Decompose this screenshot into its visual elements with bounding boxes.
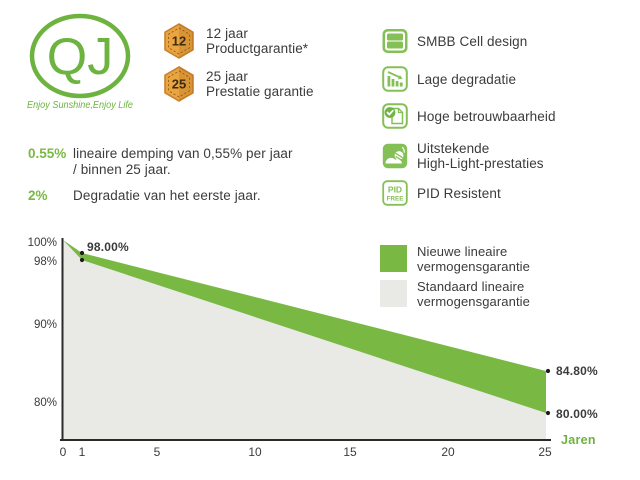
annotation-year25-new: 84.80% <box>556 364 598 378</box>
qj-logo: QJ Enjoy Sunshine,Enjoy Life <box>27 13 133 111</box>
legend-text: Nieuwe lineaire vermogensgarantie <box>417 244 530 274</box>
degradation-chart-icon <box>382 66 408 92</box>
stat-text-line2: / binnen 25 jaar. <box>73 162 171 177</box>
warranty-years: 12 jaar <box>206 25 248 41</box>
pid-free-icon: PID FREE <box>382 180 408 206</box>
feature-label: Uitstekende High-Light-prestaties <box>417 141 544 171</box>
warranty-row-performance: 25 25 jaar Prestatie garantie <box>163 66 314 102</box>
x-axis-label: Jaren <box>561 433 596 447</box>
feature-smbb: SMBB Cell design <box>382 28 527 54</box>
logo-monogram: QJ <box>47 28 113 86</box>
legend-line1: Standaard lineaire <box>417 279 525 294</box>
x-tick-20: 20 <box>441 445 455 459</box>
x-tick-25: 25 <box>538 445 552 459</box>
warranty-text-product: 12 jaar Productgarantie* <box>206 26 308 57</box>
feature-label: SMBB Cell design <box>417 33 528 49</box>
degradation-chart: 100% 98% 90% 80% 0 1 5 10 15 20 25 98.00… <box>20 228 635 478</box>
chart-plot-area <box>60 238 551 441</box>
legend-swatch-gray <box>380 280 407 307</box>
feature-label: PID Resistent <box>417 185 501 201</box>
badge-number: 25 <box>172 77 186 92</box>
badge-shade <box>179 24 193 58</box>
feature-label-line1: Uitstekende <box>417 141 490 156</box>
hexagon-badge-25-icon: 25 <box>164 66 194 102</box>
year1-lower-dot <box>79 257 85 263</box>
feature-label: Hoge betrouwbaarheid <box>417 108 556 124</box>
stat-text: lineaire demping van 0,55% per jaar / bi… <box>73 146 293 178</box>
legend-line2: vermogensgarantie <box>417 258 530 274</box>
year25-lower-dot <box>545 410 551 416</box>
standard-warranty-area <box>63 240 546 439</box>
annotation-year1: 98.00% <box>87 240 129 254</box>
badge-stitch <box>168 70 190 98</box>
warranty-kind: Productgarantie* <box>206 41 309 56</box>
high-light-icon <box>382 143 408 169</box>
feature-label: Lage degradatie <box>417 71 517 87</box>
stat-text-line1: Degradatie van het eerste jaar. <box>73 188 261 203</box>
x-tick-5: 5 <box>153 445 161 459</box>
feature-reliability: Hoge betrouwbaarheid <box>382 103 556 129</box>
legend-text: Standaard lineaire vermogensgarantie <box>417 279 530 309</box>
reliability-check-icon <box>382 103 408 129</box>
feature-degradation: Lage degradatie <box>382 66 516 92</box>
legend-standard-warranty: Standaard lineaire vermogensgarantie <box>380 279 530 309</box>
x-tick-1: 1 <box>78 445 86 459</box>
logo-tagline: Enjoy Sunshine,Enjoy Life <box>27 100 133 111</box>
x-tick-0: 0 <box>59 445 67 459</box>
legend-line1: Nieuwe lineaire <box>417 244 508 259</box>
annotation-year25-std: 80.00% <box>556 407 598 421</box>
feature-label-line2: High-Light-prestaties <box>417 156 544 171</box>
badge-stitch <box>168 27 190 55</box>
legend-new-warranty: Nieuwe lineaire vermogensgarantie <box>380 244 530 274</box>
y-tick-90: 90% <box>33 319 57 331</box>
stat-text-line1: lineaire demping van 0,55% per jaar <box>73 146 293 161</box>
feature-pid: PID FREE PID Resistent <box>382 180 501 206</box>
badge-shade <box>179 67 193 101</box>
legend-swatch-green <box>380 245 407 272</box>
warranty-text-performance: 25 jaar Prestatie garantie <box>206 69 314 100</box>
stat-text: Degradatie van het eerste jaar. <box>73 188 261 204</box>
x-tick-10: 10 <box>248 445 262 459</box>
y-tick-80: 80% <box>33 397 57 409</box>
warranty-kind: Prestatie garantie <box>206 84 314 99</box>
stat-linear-damping: 0.55% lineaire demping van 0,55% per jaa… <box>28 146 293 178</box>
year1-upper-dot <box>79 250 85 256</box>
pid-icon-text-bottom: FREE <box>387 195 404 202</box>
y-tick-98: 98% <box>33 256 57 268</box>
y-tick-100: 100% <box>27 237 57 249</box>
feature-high-light: Uitstekende High-Light-prestaties <box>382 141 544 171</box>
new-warranty-area <box>63 240 546 413</box>
stat-first-year: 2% Degradatie van het eerste jaar. <box>28 188 261 204</box>
legend-line2: vermogensgarantie <box>417 293 530 309</box>
year25-upper-dot <box>545 368 551 374</box>
stat-value: 2% <box>28 188 48 203</box>
pid-icon-text-top: PID <box>388 185 402 195</box>
warranty-years: 25 jaar <box>206 68 248 84</box>
hexagon-badge-12-icon: 12 <box>164 23 194 59</box>
warranty-row-product: 12 12 jaar Productgarantie* <box>163 23 308 59</box>
x-tick-15: 15 <box>343 445 357 459</box>
badge-number: 12 <box>172 34 186 49</box>
logo-oval <box>29 13 131 99</box>
smbb-cell-icon <box>382 29 408 53</box>
stat-value: 0.55% <box>28 146 67 161</box>
